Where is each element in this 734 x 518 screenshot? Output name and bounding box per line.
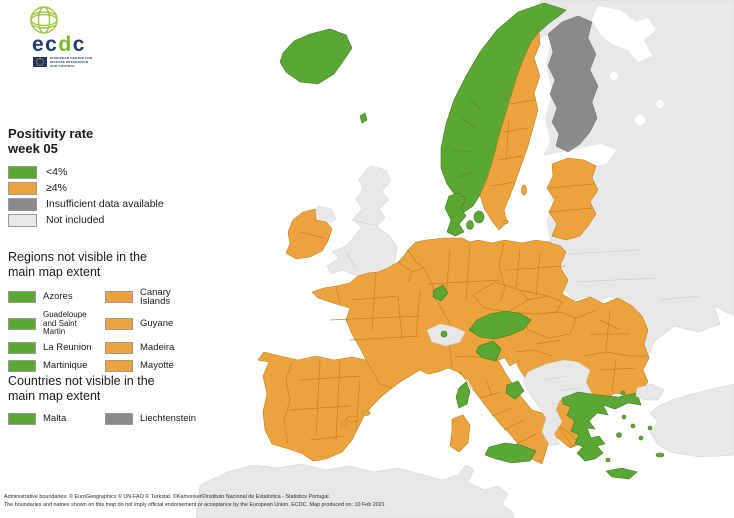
countries-section-title: Countries not visible in the main map ex… (8, 374, 155, 403)
map-attribution-footer: Administrative boundaries: © EuroGeograp… (4, 494, 730, 510)
regions-not-visible-section: Regions not visible in the main map exte… (8, 250, 196, 373)
region-item-azores: Azores (8, 288, 105, 308)
island-funen (466, 220, 474, 230)
positivity-legend: Positivity rate week 05 <4% ≥4% Insuffic… (8, 126, 164, 230)
lake-onega (656, 100, 664, 108)
island-menorca (361, 410, 371, 416)
region-small-green-bg-tr (620, 390, 626, 396)
legend-swatch-lightgray (8, 213, 37, 227)
sea-white-sea (592, 6, 656, 62)
island-zealand (473, 210, 485, 224)
region-crete (605, 467, 638, 480)
region-sardinia (449, 414, 471, 453)
region-denmark (444, 192, 467, 237)
swatch-azores (8, 291, 36, 304)
island-mallorca (345, 415, 359, 423)
swatch-martinique (8, 359, 36, 372)
legend-item-not-included: Not included (8, 213, 164, 227)
borders-italy-internal (455, 355, 537, 445)
lake-ladoga (635, 115, 645, 125)
east-country-borders (565, 249, 701, 319)
norway-region-borders (451, 99, 481, 179)
borders-spain-internal (289, 359, 361, 441)
region-item-madeira: Madeira (105, 341, 196, 355)
region-item-mayotte: Mayotte (105, 359, 196, 373)
greek-islands (605, 414, 665, 463)
swatch-malta (8, 412, 36, 425)
country-item-malta: Malta (8, 412, 105, 426)
legend-swatch-orange (8, 181, 37, 195)
island-bornholm (503, 219, 509, 225)
legend-item-lt4: <4% (8, 165, 164, 179)
region-item-guyane: Guyane (105, 311, 196, 336)
borders-czech-slovakia-hungary (472, 281, 577, 339)
region-north-africa (195, 463, 515, 518)
borders-balkan-north (515, 309, 648, 357)
uk-internal-borders (345, 219, 379, 269)
swatch-mayotte (105, 359, 133, 372)
region-item-martinique: Martinique (8, 359, 105, 373)
sweden-region-borders (491, 99, 535, 187)
region-item-canary: Canary Islands (105, 287, 196, 308)
borders-romania-bulgaria (590, 309, 637, 393)
region-ne-france (432, 284, 449, 302)
regions-section-title: Regions not visible in the main map exte… (8, 250, 147, 279)
ireland-region-border (299, 231, 325, 239)
region-corsica (455, 381, 471, 409)
region-faroe (359, 112, 368, 124)
island-ibiza (340, 421, 348, 427)
ecdc-wordmark: ecdc (32, 33, 86, 56)
borders-germany-poland (427, 242, 566, 303)
region-iceland (279, 28, 353, 85)
ecdc-org-name: EUROPEAN CENTRE FOR DISEASE PREVENTION A… (50, 56, 93, 68)
legend-swatch-darkgray (8, 197, 37, 211)
legend-title: Positivity rate week 05 (8, 126, 94, 156)
swatch-canary (105, 291, 133, 304)
region-turkey (649, 383, 734, 458)
region-alpine-green (440, 330, 448, 338)
region-greece (561, 391, 642, 462)
region-veneto (475, 340, 502, 362)
swatch-guadeloupe (8, 318, 36, 331)
region-marche (505, 380, 525, 400)
globe-icon (30, 6, 58, 34)
borders-france-internal (329, 271, 421, 341)
swatch-liechtenstein (105, 412, 133, 425)
region-turkey-european (635, 383, 665, 401)
eu-flag-icon (33, 57, 47, 67)
legend-item-gte4: ≥4% (8, 181, 164, 195)
lake (610, 72, 618, 80)
island-gotland (521, 184, 527, 196)
country-item-liechtenstein: Liechtenstein (105, 412, 196, 426)
swatch-madeira (105, 341, 133, 354)
region-item-lareunion: La Reunion (8, 341, 105, 355)
legend-swatch-green (8, 165, 37, 179)
swatch-guyane (105, 318, 133, 331)
region-baltics (546, 157, 599, 241)
footer-line1: Administrative boundaries: © EuroGeograp… (4, 494, 331, 500)
region-item-guadeloupe: Guadeloupe and Saint Martin (8, 311, 105, 336)
region-austria (468, 310, 532, 340)
legend-item-insufficient: Insufficient data available (8, 197, 164, 211)
countries-not-visible-section: Countries not visible in the main map ex… (8, 374, 196, 426)
region-sicily (484, 442, 537, 464)
swatch-lareunion (8, 341, 36, 354)
region-finland (547, 15, 599, 153)
baltic-borders (547, 183, 595, 213)
footer-line2: The boundaries and names shown on this m… (4, 501, 385, 508)
ecdc-logo: ecdc EUROPEAN CENTRE FOR DISEASE PREVENT… (24, 4, 124, 69)
